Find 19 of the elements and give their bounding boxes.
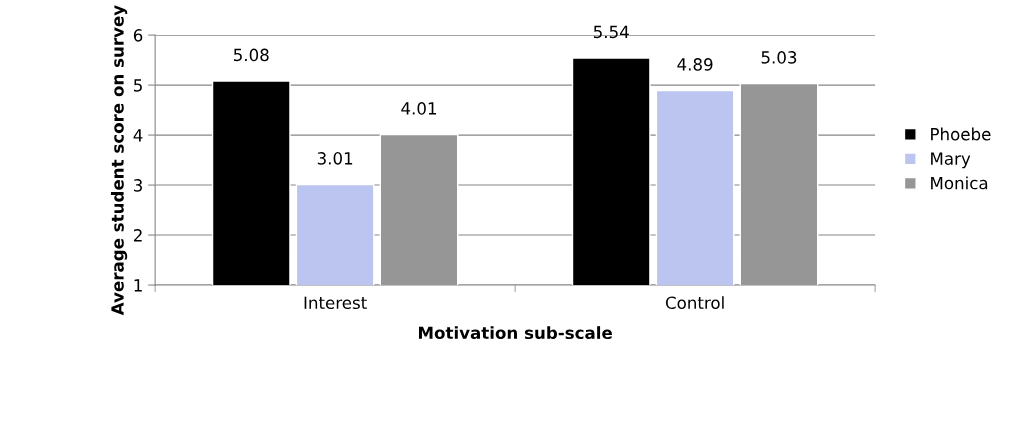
data-label: 4.01 bbox=[401, 102, 437, 115]
y-tick-label: 6 bbox=[133, 29, 143, 42]
y-tick-label: 2 bbox=[133, 229, 142, 242]
y-tick-label: 3 bbox=[134, 179, 142, 192]
legend-label: Phoebe bbox=[931, 127, 991, 141]
x-tick-label: Control bbox=[665, 296, 724, 310]
x-tick-label: Interest bbox=[304, 296, 367, 310]
data-label: 3.01 bbox=[317, 152, 353, 165]
data-label: 4.89 bbox=[677, 58, 713, 71]
data-label: 5.03 bbox=[761, 51, 797, 64]
legend-label: Monica bbox=[931, 176, 988, 190]
y-tick-label: 1 bbox=[134, 279, 142, 292]
y-tick-label: 4 bbox=[133, 129, 143, 142]
x-axis-title: Motivation sub-scale bbox=[418, 326, 612, 340]
data-label: 5.54 bbox=[593, 25, 629, 39]
y-tick-label: 5 bbox=[134, 79, 142, 92]
data-label: 5.08 bbox=[233, 48, 269, 62]
legend-label: Mary bbox=[931, 152, 971, 169]
y-axis-title: Average student score on survey bbox=[110, 5, 128, 316]
